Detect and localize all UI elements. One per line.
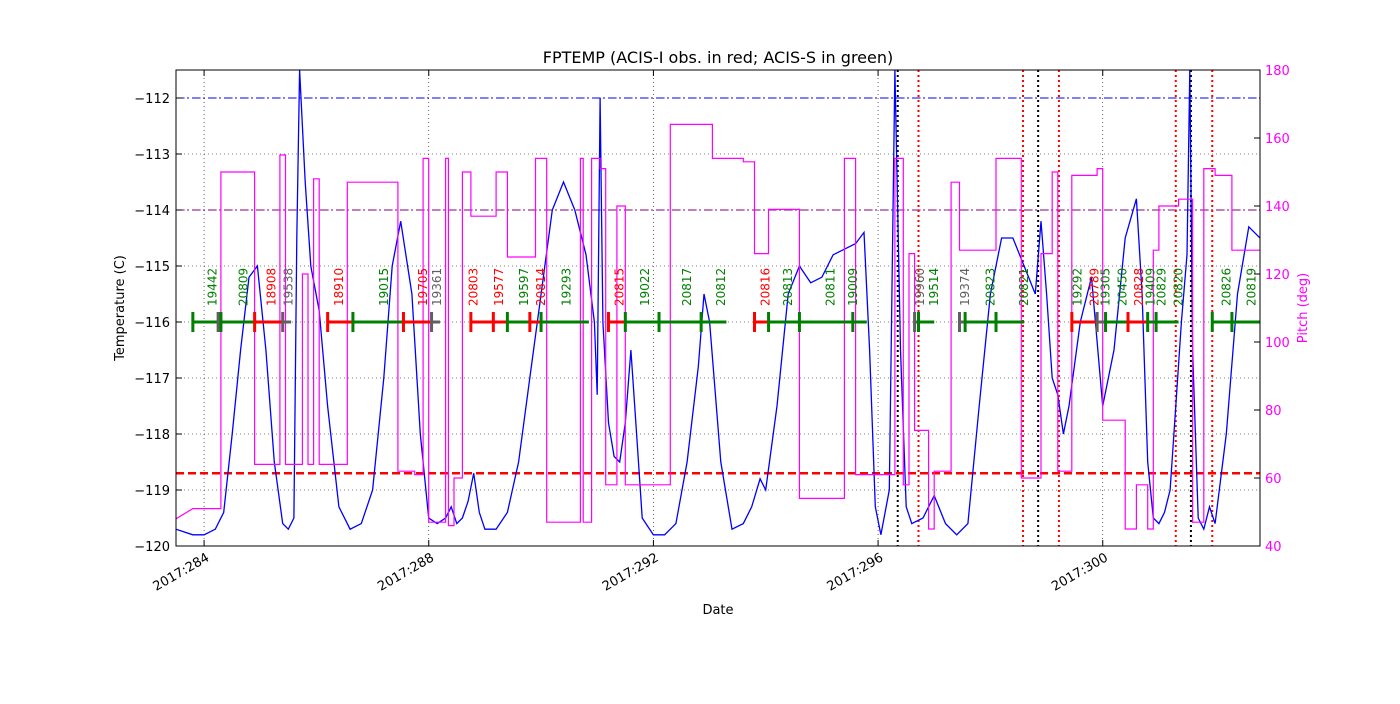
chart-title: FPTEMP (ACIS-I obs. in red; ACIS-S in gr… — [543, 48, 893, 67]
obsid-label: 19305 — [1099, 268, 1113, 306]
plot-background — [176, 70, 1260, 546]
observations: 19442 20809 18908 19538 18910 19015 19705 19361… — [191, 268, 1260, 332]
y-tick-label: −113 — [134, 148, 170, 163]
obsid-label: 20813 — [781, 268, 795, 306]
obsid-label: 20450 — [1115, 268, 1129, 306]
y-tick-label: −120 — [134, 540, 170, 555]
obsid-label: 19960 — [913, 268, 927, 306]
obsid-label: 20803 — [467, 268, 481, 306]
y-tick-label: −114 — [134, 204, 170, 219]
x-tick-label: 2017:300 — [1049, 550, 1110, 594]
obsid-label: 19361 — [430, 268, 444, 306]
pitch-line — [176, 123, 1260, 530]
obsid-label: 19015 — [377, 268, 391, 306]
obsid-label: 19022 — [638, 268, 652, 306]
y2-tick-label: 120 — [1265, 268, 1290, 283]
obsid-label: 20820 — [1172, 268, 1186, 306]
obsid-label: 20829 — [1155, 268, 1169, 306]
obsid-label: 19538 — [281, 268, 295, 306]
y-tick-label: −116 — [134, 316, 170, 331]
obsid-label: 19514 — [927, 268, 941, 306]
x-tick-label: 2017:296 — [825, 550, 886, 594]
y2-tick-label: 140 — [1265, 200, 1290, 215]
y-tick-label: −118 — [134, 428, 170, 443]
obsid-label: 19374 — [958, 268, 972, 306]
obsid-label: 20809 — [236, 268, 250, 306]
y-tick-label: −112 — [134, 92, 170, 107]
y2-tick-label: 160 — [1265, 132, 1290, 147]
obsid-label: 19292 — [1070, 268, 1084, 306]
obsid-label: 20814 — [534, 268, 548, 306]
obsid-label: 19409 — [1143, 268, 1157, 306]
obsid-label: 20817 — [680, 268, 694, 306]
obsid-label: 20819 — [1245, 268, 1259, 306]
obsid-label: 18910 — [332, 268, 346, 306]
obsid-label: 20821 — [1017, 268, 1031, 306]
x-axis-label: Date — [702, 603, 733, 618]
obsid-label: 19293 — [559, 268, 573, 306]
y-tick-label: −119 — [134, 484, 170, 499]
obsid-label: 20823 — [983, 268, 997, 306]
plot-frame — [175, 69, 1261, 547]
y-tick-label: −115 — [134, 260, 170, 275]
obsid-label: 19009 — [846, 268, 860, 306]
y2-tick-label: 60 — [1265, 472, 1282, 487]
obsid-label: 19597 — [517, 268, 531, 306]
obsid-label: 20828 — [1132, 268, 1146, 306]
x-tick-label: 2017:288 — [375, 550, 436, 594]
x-tick-label: 2017:284 — [151, 550, 212, 594]
limit-lines — [176, 97, 1260, 475]
obsid-label: 20826 — [1219, 268, 1233, 306]
x-tick-label: 2017:292 — [600, 550, 661, 594]
y2-tick-label: 180 — [1265, 64, 1290, 79]
obsid-label: 19442 — [206, 268, 220, 306]
obsid-label: 20815 — [613, 268, 627, 306]
obsid-label: 20789 — [1087, 268, 1101, 306]
event-lines — [896, 70, 1214, 546]
obsid-label: 19705 — [416, 268, 430, 306]
obsid-label: 20811 — [823, 268, 837, 306]
y-axis-label: Temperature (C) — [113, 255, 128, 362]
y2-tick-label: 80 — [1265, 404, 1282, 419]
obsid-label: 20816 — [759, 268, 773, 306]
obsid-label: 19577 — [492, 268, 506, 306]
obsid-label: 18908 — [264, 268, 278, 306]
obsid-label: 20812 — [714, 268, 728, 306]
y-tick-label: −117 — [134, 372, 170, 387]
y2-axis-label: Pitch (deg) — [1296, 273, 1311, 343]
y2-tick-label: 100 — [1265, 336, 1290, 351]
y2-tick-label: 40 — [1265, 540, 1282, 555]
